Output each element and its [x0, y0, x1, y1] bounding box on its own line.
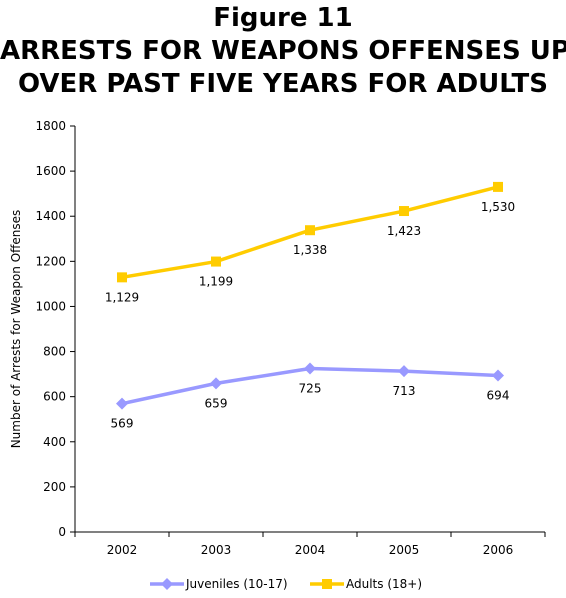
y-tick-label: 1200 [35, 254, 66, 268]
data-point-marker [304, 362, 316, 375]
figure-number: Figure 11 [213, 3, 353, 33]
data-label: 659 [205, 396, 228, 410]
data-point-marker [211, 256, 221, 267]
data-point-marker [398, 365, 410, 378]
y-tick-label: 200 [43, 480, 66, 494]
chart-series [116, 181, 504, 410]
legend-swatch-marker [161, 578, 173, 590]
y-tick-label: 1600 [35, 164, 66, 178]
data-point-marker [493, 181, 503, 192]
data-point-marker [116, 397, 128, 410]
x-tick-label: 2003 [201, 543, 232, 557]
y-tick-label: 1000 [35, 299, 66, 313]
legend-swatch-marker [322, 579, 332, 589]
figure-heading-line-1: ARRESTS FOR WEAPONS OFFENSES UP [0, 36, 566, 66]
y-tick-label: 1800 [35, 119, 66, 133]
chart-data-labels: 569 659 725 713 694 1,129 1,199 1,338 1,423 1,530 [105, 200, 515, 431]
data-label: 1,530 [481, 200, 515, 214]
figure-heading-line-2: OVER PAST FIVE YEARS FOR ADULTS [17, 69, 549, 99]
x-tick-label: 2006 [483, 543, 514, 557]
x-tick-label: 2004 [295, 543, 326, 557]
data-label: 1,199 [199, 275, 233, 289]
data-point-marker [210, 377, 222, 390]
y-tick-label: 0 [58, 525, 66, 539]
legend-label: Adults (18+) [346, 577, 422, 591]
data-label: 725 [299, 381, 322, 395]
data-label: 713 [393, 384, 416, 398]
x-tick-label: 2005 [389, 543, 420, 557]
y-tick-label: 1400 [35, 209, 66, 223]
y-tick-label: 600 [43, 390, 66, 404]
x-tick-label: 2002 [107, 543, 138, 557]
data-label: 1,338 [293, 243, 327, 257]
y-tick-label: 800 [43, 345, 66, 359]
data-point-marker [305, 225, 315, 236]
data-point-marker [492, 369, 504, 382]
data-label: 1,129 [105, 290, 139, 304]
data-label: 1,423 [387, 224, 421, 238]
y-axis-title: Number of Arrests for Weapon Offenses [9, 210, 23, 449]
data-label: 569 [111, 417, 134, 431]
figure-title: Figure 11 ARRESTS FOR WEAPONS OFFENSES U… [0, 2, 566, 101]
data-point-marker [117, 272, 127, 283]
chart-axes: 0 200 400 600 800 1000 1200 1400 1600 1800 2002 200… [9, 119, 546, 557]
legend-label: Juveniles (10-17) [185, 577, 288, 591]
data-point-marker [399, 206, 409, 217]
data-label: 694 [487, 388, 510, 402]
y-tick-label: 400 [43, 435, 66, 449]
chart-legend: Juveniles (10-17) Adults (18+) [150, 577, 422, 591]
